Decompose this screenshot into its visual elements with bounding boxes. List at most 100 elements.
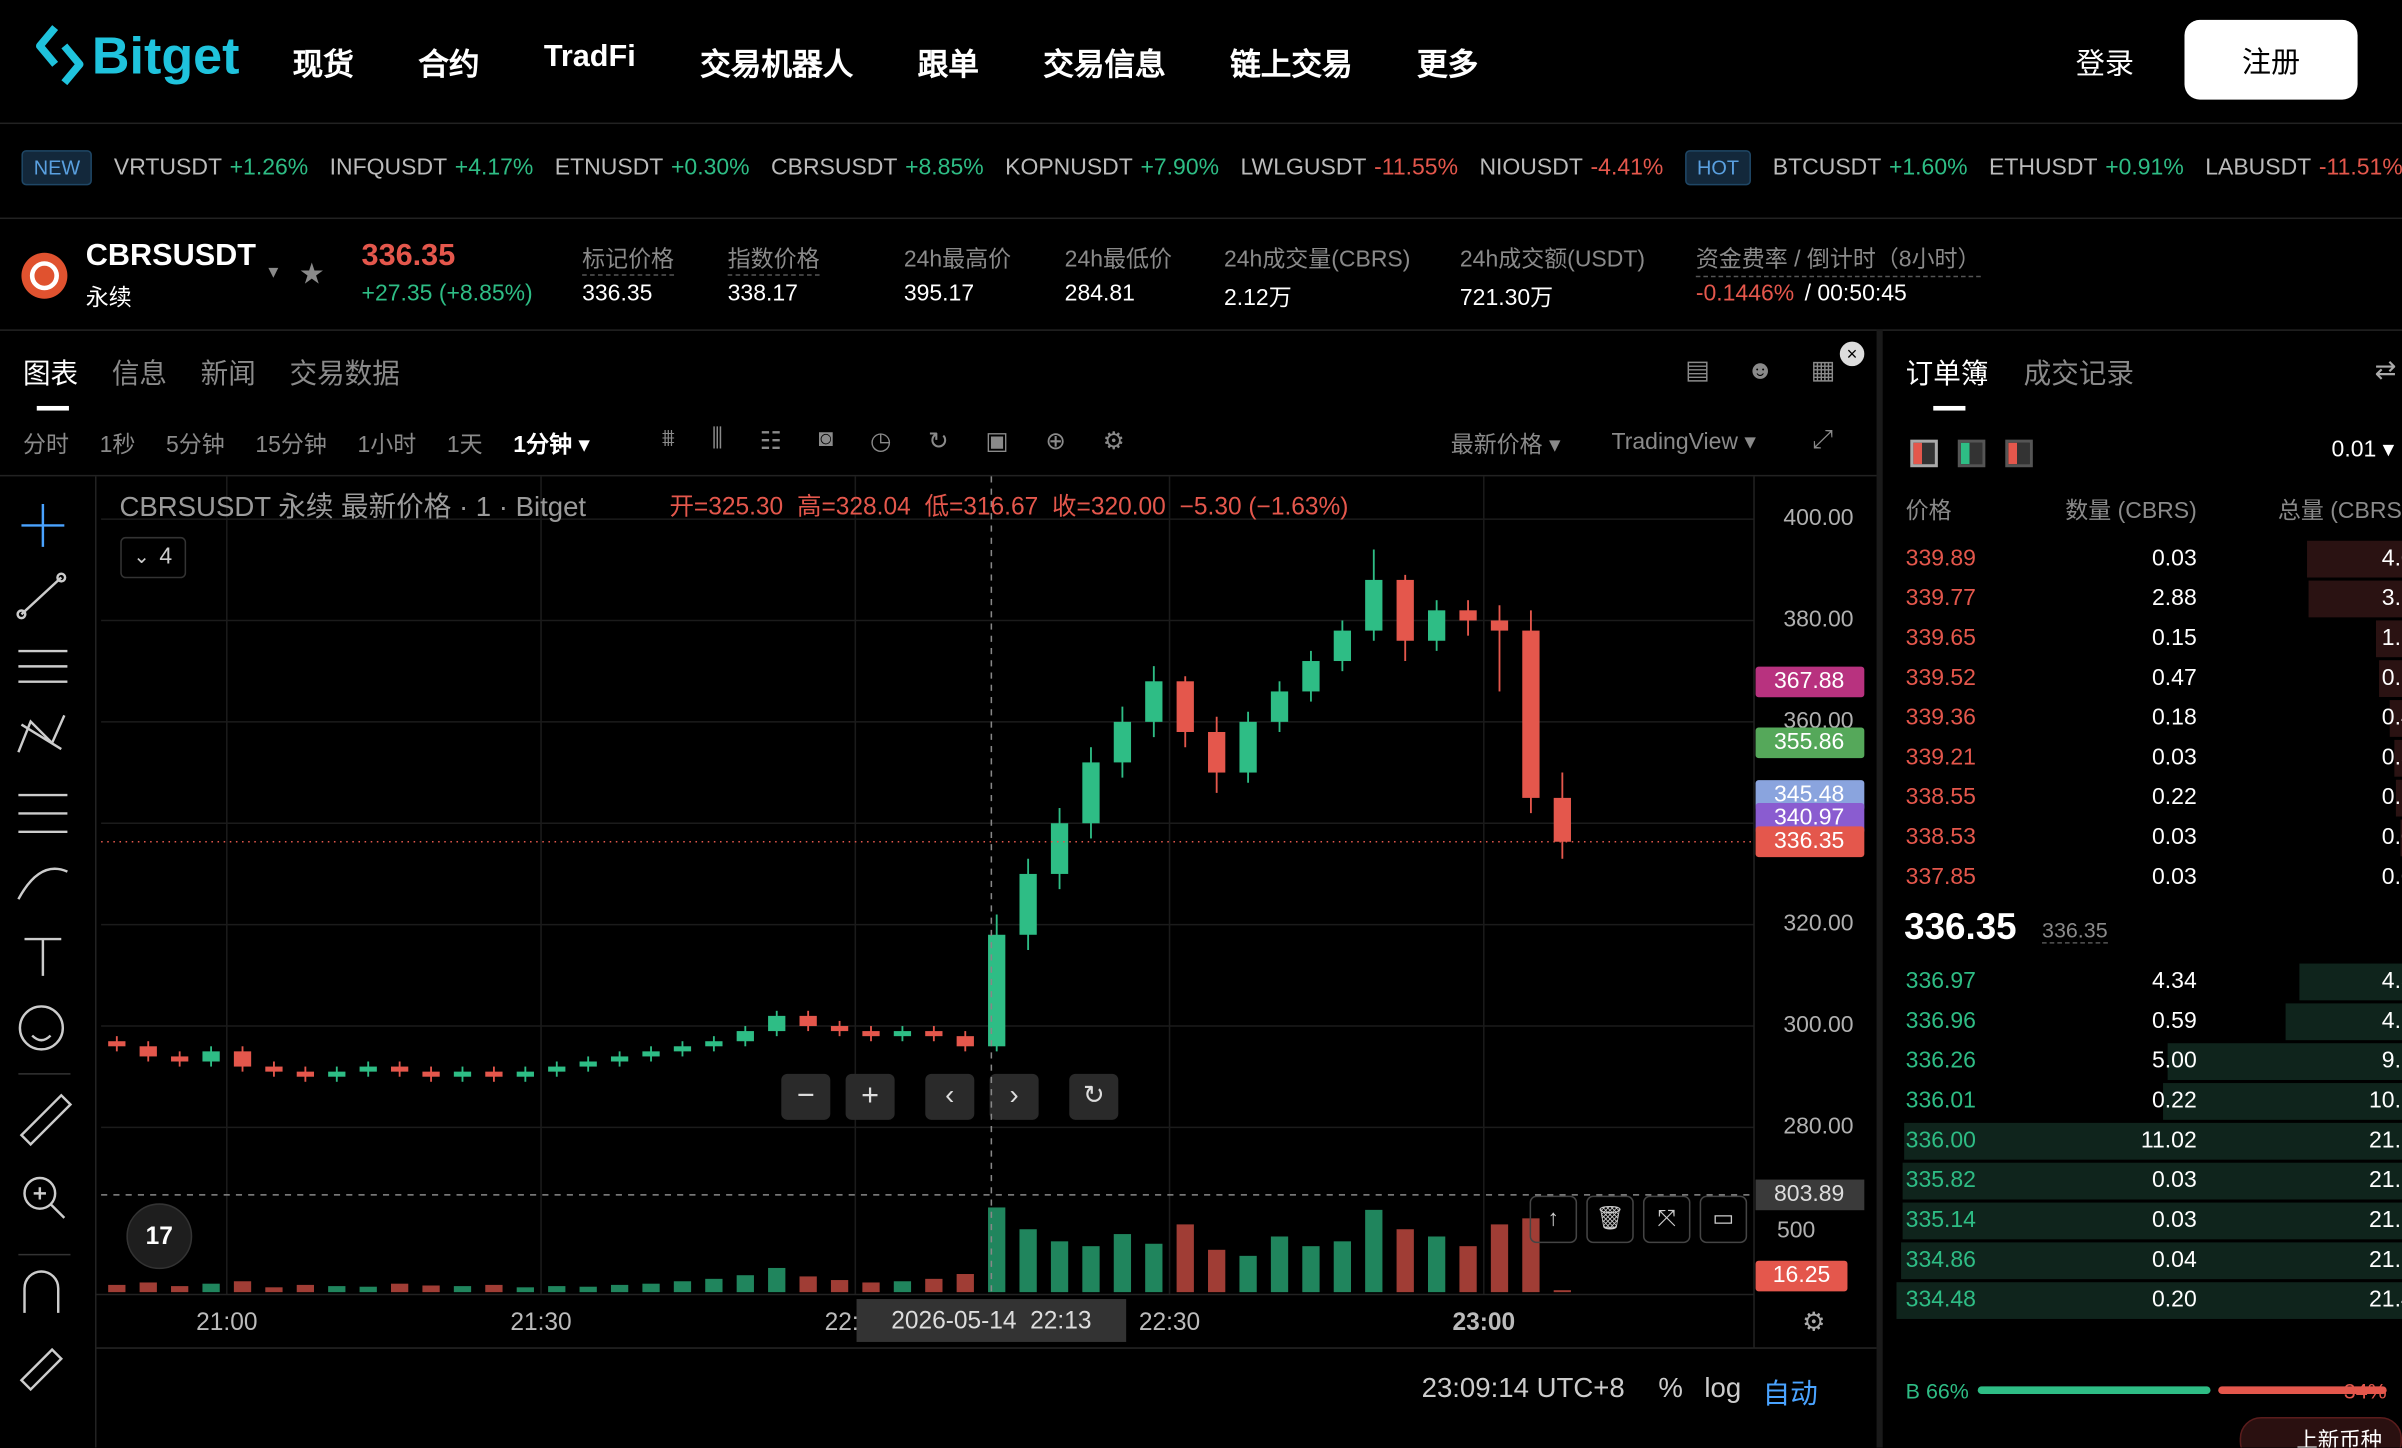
stat-value: 2.12万 bbox=[1223, 284, 1292, 311]
interval[interactable]: 1天 bbox=[447, 427, 483, 459]
interval[interactable]: 1小时 bbox=[358, 427, 417, 459]
logo-text[interactable]: Bitget bbox=[91, 27, 240, 86]
indicator-toggle[interactable] bbox=[120, 536, 187, 579]
dropdown-caret[interactable]: ▼ bbox=[265, 263, 282, 282]
indicator-caret[interactable]: ⌄ bbox=[133, 546, 150, 568]
candle-body bbox=[1019, 873, 1037, 935]
volume-bar bbox=[516, 1287, 534, 1293]
fullscreen[interactable]: ⤢ bbox=[1812, 424, 1834, 454]
nav-item[interactable]: 更多 bbox=[1417, 49, 1479, 83]
candle-body bbox=[265, 1066, 283, 1072]
buy-ratio-bar bbox=[1977, 1386, 2211, 1395]
ticker-symbol: VRTUSDT bbox=[113, 154, 222, 181]
nav-item[interactable]: 合约 bbox=[418, 49, 480, 83]
depth-bar bbox=[2400, 819, 2402, 857]
chart-icons[interactable]: ▤ ☻ ▦ bbox=[1685, 355, 1836, 385]
volume-bar bbox=[1208, 1249, 1226, 1293]
ob-total: 0.06 bbox=[2381, 824, 2402, 851]
ob-step[interactable]: 0.01 ▾ bbox=[2331, 436, 2395, 463]
volume-pane-controls[interactable]: ↑ 🗑 ⤧ ▭ bbox=[1529, 1195, 1748, 1244]
depth-bar bbox=[2395, 779, 2402, 817]
volume-bar bbox=[1019, 1229, 1037, 1293]
drawing-toolbar[interactable] bbox=[0, 476, 95, 1447]
ob-tab[interactable]: 成交记录 bbox=[2023, 358, 2134, 390]
nav-item[interactable]: 链上交易 bbox=[1230, 49, 1353, 83]
depth-bar bbox=[1903, 1122, 2402, 1160]
nav-item[interactable]: TradFi bbox=[543, 39, 636, 74]
ob-view-toggle[interactable] bbox=[2005, 439, 2033, 468]
new-coin-chip[interactable]: 上新币种 bbox=[2239, 1417, 2402, 1448]
ticker-item[interactable]: KOPNUSDT +7.90% bbox=[1005, 155, 1219, 181]
nav-item[interactable]: 跟单 bbox=[917, 49, 979, 83]
login[interactable]: 登录 bbox=[2075, 49, 2134, 82]
ticker-item[interactable]: NIOUSDT -4.41% bbox=[1479, 155, 1663, 181]
logo[interactable] bbox=[34, 21, 89, 96]
favorite-star[interactable]: ★ bbox=[298, 258, 325, 292]
interval[interactable]: 分时 bbox=[23, 427, 69, 459]
plot bbox=[101, 476, 1755, 1295]
ticker-item[interactable]: LABUSDT -11.51% bbox=[2205, 155, 2402, 181]
nav-item[interactable]: 交易信息 bbox=[1043, 49, 1166, 83]
volume-bar bbox=[453, 1286, 472, 1293]
ob-qty: 0.18 bbox=[2152, 704, 2197, 731]
provider[interactable]: TradingView ▾ bbox=[1611, 428, 1756, 455]
interval[interactable]: 1分钟 ▾ bbox=[513, 431, 590, 459]
interval[interactable]: 1秒 bbox=[100, 427, 136, 459]
candle-body bbox=[202, 1051, 220, 1062]
nav-item[interactable]: 现货 bbox=[292, 49, 354, 83]
indicator-count[interactable]: 4 bbox=[159, 543, 172, 569]
chart-tools[interactable]: ⩩ ⫼ ☷ ◙ ◷ ↻ ▣ ⊕ ⚙ bbox=[661, 425, 1125, 455]
candle-body bbox=[799, 1015, 817, 1027]
ob-settings[interactable]: ⇄ bbox=[2374, 355, 2397, 385]
volume-bar bbox=[328, 1286, 346, 1293]
scale-button[interactable]: log bbox=[1704, 1372, 1742, 1404]
provider-text[interactable]: TradingView bbox=[1611, 428, 1739, 455]
chart-tab[interactable]: 交易数据 bbox=[289, 358, 400, 390]
price-source-text[interactable]: 最新价格 bbox=[1450, 431, 1543, 459]
volume-bar bbox=[1145, 1243, 1163, 1293]
candle-body bbox=[1459, 610, 1477, 621]
last-price: 336.35 bbox=[361, 238, 456, 273]
chart-tab[interactable]: 图表 bbox=[22, 358, 79, 390]
nav-item[interactable]: 交易机器人 bbox=[700, 49, 854, 83]
volume-bar bbox=[893, 1281, 912, 1293]
ticker-item[interactable]: VRTUSDT +1.26% bbox=[114, 155, 308, 181]
ob-view-toggle[interactable] bbox=[1957, 439, 1986, 468]
ob-qty: 0.59 bbox=[2152, 1007, 2197, 1035]
ticker-item[interactable]: CBRSUSDT +8.85% bbox=[771, 155, 984, 181]
zoom-controls[interactable]: − + ‹ › ↻ bbox=[781, 1073, 1119, 1120]
ob-tab[interactable]: 订单簿 bbox=[1905, 358, 1989, 390]
close-button[interactable]: × bbox=[1839, 341, 1865, 367]
ticker-change: +0.91% bbox=[2105, 154, 2184, 181]
ticker-item[interactable]: LWLGUSDT -11.55% bbox=[1240, 155, 1458, 181]
ob-view-toggle[interactable] bbox=[1910, 439, 1938, 468]
chart-tab[interactable]: 信息 bbox=[111, 358, 167, 390]
tv-logo[interactable] bbox=[126, 1203, 193, 1270]
ticker-item[interactable]: ETNUSDT +0.30% bbox=[555, 155, 750, 181]
ticker-item[interactable]: INFQUSDT +4.17% bbox=[330, 155, 534, 181]
tab-underline bbox=[36, 405, 69, 411]
stat-label: 24h成交量(CBRS) bbox=[1223, 246, 1411, 273]
price-label: 336.35 bbox=[1774, 827, 1844, 853]
scale-button[interactable]: 自动 bbox=[1762, 1378, 1818, 1410]
volume-label-bg bbox=[1755, 1260, 1848, 1292]
candle-body bbox=[1333, 630, 1352, 662]
panel-divider bbox=[1876, 329, 1883, 1448]
register-button[interactable]: 注册 bbox=[2184, 19, 2358, 100]
axis-settings[interactable]: ⚙ bbox=[1802, 1306, 1825, 1336]
interval[interactable]: 15分钟 bbox=[255, 427, 327, 459]
interval[interactable]: 5分钟 bbox=[166, 427, 225, 459]
crosshair-value-bg bbox=[1755, 1179, 1865, 1211]
price-source[interactable]: 最新价格 ▾ bbox=[1450, 431, 1561, 459]
volume-bar bbox=[233, 1281, 252, 1293]
ticker-item[interactable]: ETHUSDT +0.91% bbox=[1989, 155, 2184, 181]
ob-qty: 0.03 bbox=[2152, 744, 2197, 771]
candle-body bbox=[956, 1036, 974, 1047]
ticker-tag: HOT bbox=[1684, 150, 1752, 186]
ob-qty: 2.88 bbox=[2152, 585, 2197, 612]
ticker-item[interactable]: BTCUSDT +1.60% bbox=[1773, 155, 1968, 181]
symbol-name[interactable]: CBRSUSDT bbox=[85, 238, 257, 273]
chart-tab[interactable]: 新闻 bbox=[200, 358, 256, 390]
scale-button[interactable]: % bbox=[1658, 1372, 1683, 1404]
